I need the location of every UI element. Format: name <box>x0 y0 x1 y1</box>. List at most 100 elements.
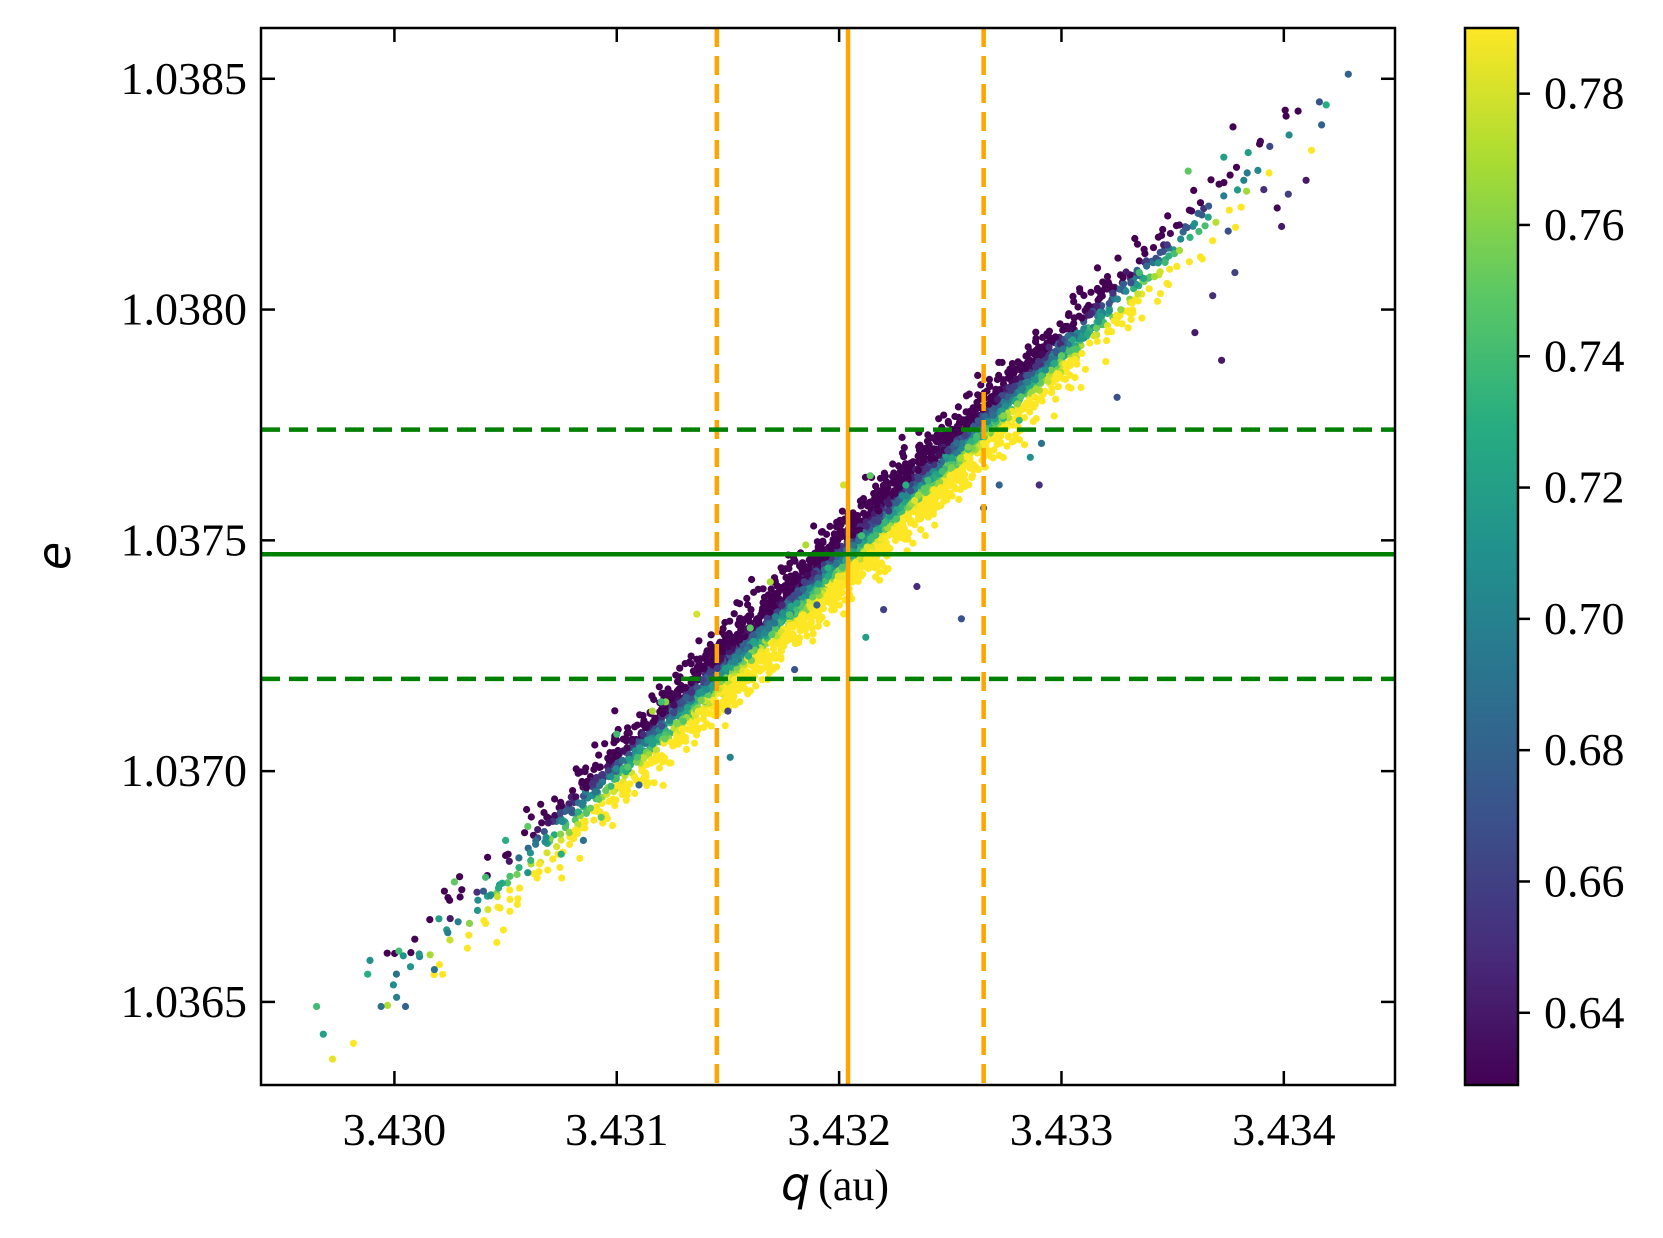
scatter-point <box>535 860 544 868</box>
scatter-point <box>808 624 816 632</box>
scatter-point <box>849 531 857 539</box>
scatter-point <box>513 870 521 879</box>
scatter-point <box>973 432 981 440</box>
scatter-point <box>724 643 732 651</box>
scatter-point <box>913 582 921 591</box>
scatter-point <box>1191 220 1199 228</box>
scatter-point <box>857 532 866 540</box>
scatter-point <box>1105 307 1113 315</box>
scatter-point <box>810 522 818 530</box>
scatter-point <box>1000 412 1008 420</box>
scatter-point <box>1196 199 1205 207</box>
scatter-point <box>880 492 888 500</box>
scatter-point <box>915 459 923 467</box>
scatter-point <box>766 608 774 616</box>
x-tick-label: 3.430 <box>343 1104 447 1155</box>
scatter-point <box>463 944 471 952</box>
scatter-point <box>619 747 627 755</box>
colorbar-tick-label: 0.70 <box>1544 593 1625 644</box>
scatter-point <box>579 798 587 807</box>
scatter-point <box>1083 330 1091 338</box>
scatter-point <box>591 741 599 749</box>
scatter-point <box>605 797 613 806</box>
scatter-point <box>568 808 576 817</box>
scatter-point <box>1055 370 1063 378</box>
scatter-point <box>319 1030 327 1038</box>
scatter-point <box>812 558 820 567</box>
scatter-point <box>1212 218 1220 226</box>
scatter-point <box>904 467 912 475</box>
scatter-point <box>659 710 667 718</box>
scatter-point <box>524 869 532 877</box>
scatter-point <box>1061 360 1069 368</box>
scatter-point <box>1008 360 1017 368</box>
scatter-point <box>872 482 880 490</box>
scatter-point <box>435 915 443 923</box>
scatter-point <box>505 857 513 865</box>
scatter-point <box>349 1039 357 1047</box>
scatter-point <box>1318 121 1326 129</box>
scatter-point <box>768 631 776 639</box>
x-tick-label: 3.431 <box>565 1104 669 1155</box>
scatter-point <box>1220 153 1228 161</box>
scatter-point <box>1145 285 1153 293</box>
scatter-point <box>544 819 552 827</box>
scatter-point <box>1132 280 1140 288</box>
scatter-point <box>1129 306 1137 314</box>
scatter-point <box>527 813 535 821</box>
y-tick-label: 1.0365 <box>121 976 248 1027</box>
scatter-point <box>882 478 891 486</box>
scatter-point <box>1131 234 1139 243</box>
scatter-point <box>954 413 963 421</box>
scatter-point <box>407 949 415 957</box>
scatter-point <box>1037 372 1046 380</box>
scatter-point <box>1113 295 1122 303</box>
scatter-point <box>1074 303 1082 311</box>
scatter-point <box>377 1002 385 1011</box>
scatter-point <box>734 633 742 641</box>
scatter-point <box>1037 439 1046 447</box>
scatter-point <box>924 476 932 484</box>
scatter-point <box>618 784 626 792</box>
scatter-point <box>1080 291 1088 300</box>
scatter-point <box>1113 393 1121 401</box>
scatter-point <box>921 509 929 517</box>
scatter-point <box>824 572 833 580</box>
scatter-point <box>527 856 535 865</box>
scatter-point <box>832 560 840 568</box>
y-tick-label: 1.0385 <box>121 53 248 104</box>
scatter-point <box>875 576 884 584</box>
scatter-point <box>965 390 973 398</box>
scatter-point <box>803 632 811 640</box>
scatter-point <box>743 594 751 603</box>
scatter-point <box>819 598 827 606</box>
scatter-point <box>759 585 767 593</box>
scatter-point <box>940 411 948 419</box>
scatter-point <box>713 664 721 672</box>
scatter-point <box>1254 166 1262 174</box>
scatter-point <box>815 545 824 553</box>
scatter-point <box>721 664 729 673</box>
scatter-point <box>881 564 889 572</box>
scatter-point <box>1035 481 1043 489</box>
scatter-point <box>687 726 696 735</box>
scatter-point <box>389 981 397 989</box>
scatter-point <box>791 666 799 674</box>
scatter-point <box>482 873 490 881</box>
scatter-point <box>771 619 779 627</box>
scatter-point <box>533 874 541 882</box>
scatter-point <box>1127 279 1135 287</box>
scatter-point <box>948 454 956 462</box>
colorbar-gradient <box>1465 28 1518 1085</box>
scatter-point <box>383 949 391 957</box>
scatter-point <box>601 740 609 748</box>
scatter-point <box>669 742 677 750</box>
scatter-point <box>596 808 604 816</box>
scatter-point <box>736 698 744 706</box>
scatter-point <box>914 475 923 483</box>
scatter-point <box>1158 231 1166 239</box>
scatter-point <box>657 698 665 706</box>
scatter-point <box>1011 367 1019 375</box>
scatter-point <box>883 543 892 551</box>
scatter-point <box>676 664 684 672</box>
